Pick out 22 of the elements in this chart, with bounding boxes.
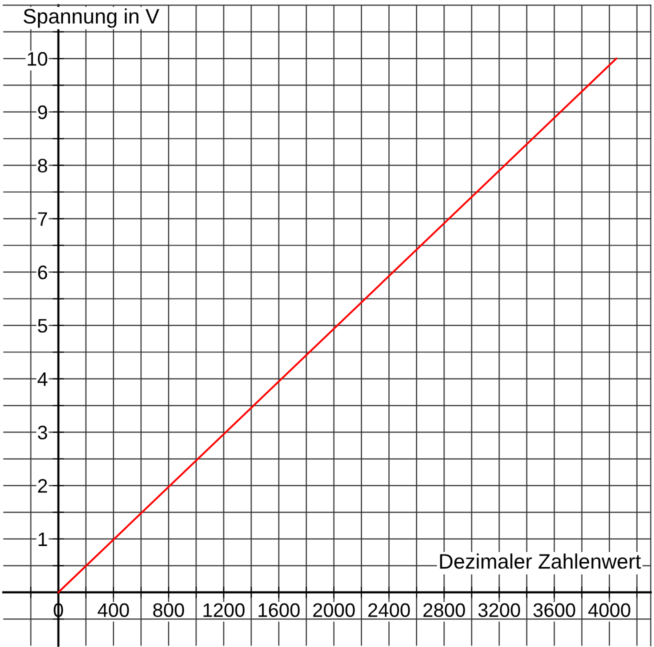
x-tick-label: 2400	[368, 603, 410, 618]
y-tick-label: 1	[38, 532, 48, 546]
y-axis-title: Spannung in V	[24, 8, 160, 28]
y-tick-label: 3	[38, 426, 48, 440]
x-tick-label: 1600	[258, 603, 300, 618]
y-tick-label: 7	[38, 212, 47, 226]
y-tick-label: 8	[38, 158, 48, 173]
x-tick-label: 3200	[478, 603, 520, 618]
y-tick-label: 4	[38, 372, 48, 386]
y-tick-label: 6	[38, 266, 48, 280]
x-tick-label: 4000	[588, 603, 630, 618]
x-tick-label: 2000	[313, 603, 355, 618]
x-tick-label: 400	[98, 603, 129, 618]
y-tick-label: 2	[38, 479, 47, 493]
y-tick-label: 5	[38, 319, 48, 333]
y-tick-label: 9	[38, 105, 48, 120]
y-tick-label: 10	[28, 52, 48, 66]
x-tick-label: 1200	[204, 603, 245, 618]
x-axis-title: Dezimaler Zahlenwert	[440, 553, 641, 569]
x-tick-label: 800	[153, 603, 184, 618]
x-tick-label: 2800	[423, 603, 465, 618]
x-tick-label: 3600	[533, 603, 576, 618]
